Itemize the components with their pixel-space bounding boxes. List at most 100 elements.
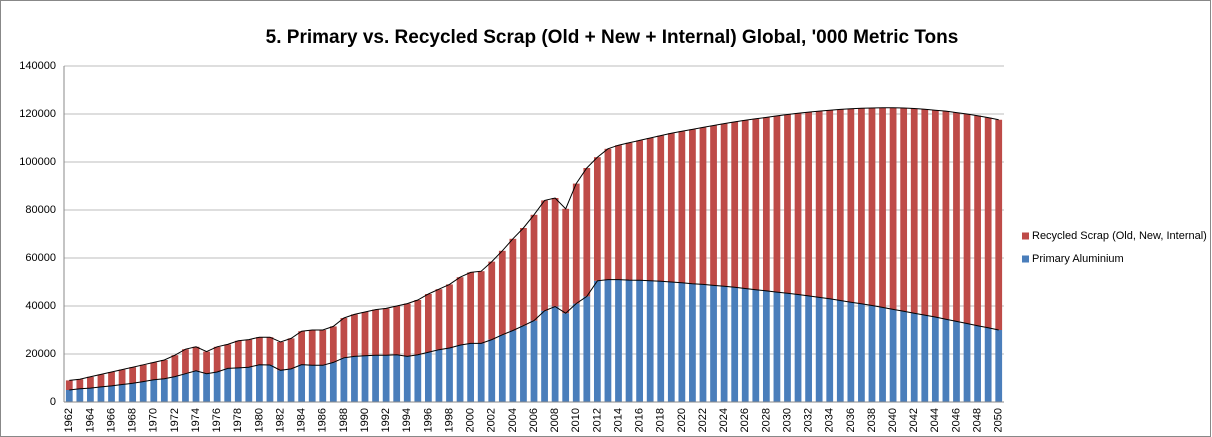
bar-segment (446, 348, 453, 402)
x-tick-label: 2042 (908, 408, 920, 432)
bar-segment (446, 284, 453, 348)
bar-segment (520, 228, 527, 326)
bar-segment (382, 308, 390, 356)
bar-segment (498, 250, 506, 335)
bar-segment (118, 369, 126, 385)
bar-segment (382, 355, 390, 402)
bar-segment (784, 293, 791, 402)
x-tick-label: 1988 (338, 408, 350, 432)
bar-segment (520, 325, 527, 402)
bar-segment (530, 214, 538, 321)
bar-segment (403, 356, 411, 402)
bar-segment (741, 288, 749, 402)
bar-segment (76, 388, 84, 402)
bar-segment (160, 378, 168, 402)
bar-segment (741, 120, 749, 289)
bar-segment (963, 114, 971, 324)
bar-segment (974, 115, 981, 326)
series-line (69, 279, 999, 391)
bar-segment (287, 368, 295, 402)
bar-segment (245, 367, 253, 402)
x-tick-label: 2030 (781, 408, 793, 432)
bar-segment (720, 286, 728, 402)
bar-segment (256, 337, 263, 365)
bar-segment (414, 300, 422, 355)
bar-segment (308, 330, 316, 366)
bar-segment (731, 121, 739, 288)
bar-segment (182, 349, 189, 374)
bar-segment (910, 313, 918, 402)
bar-segment (509, 330, 517, 402)
x-tick-label: 2022 (697, 408, 709, 432)
bar-segment (868, 305, 876, 402)
bar-segment (572, 183, 580, 304)
bar-segment (319, 365, 327, 402)
y-tick-label: 40000 (25, 300, 56, 312)
bar-segment (646, 280, 654, 402)
bar-segment (139, 381, 147, 402)
bar-segment (393, 306, 401, 355)
bar-segment (234, 367, 242, 402)
bar-segment (87, 376, 94, 389)
bar-segment (488, 261, 496, 340)
bar-segment (403, 303, 411, 357)
bar-segment (372, 309, 379, 356)
bar-segment (298, 331, 306, 365)
bar-segment (720, 123, 728, 287)
bar-segment (572, 303, 580, 402)
bar-segment (266, 365, 274, 402)
x-tick-label: 1994 (401, 408, 413, 432)
x-tick-label: 2006 (528, 408, 540, 432)
x-tick-label: 1982 (274, 408, 286, 432)
bar-segment (498, 334, 506, 402)
bar-segment (425, 294, 432, 353)
bar-segment (900, 311, 908, 402)
bar-segment (340, 357, 348, 402)
x-tick-label: 2024 (718, 408, 730, 432)
x-tick-label: 2034 (824, 408, 836, 432)
bar-segment (192, 346, 200, 371)
x-tick-label: 1966 (105, 408, 117, 432)
bar-segment (762, 290, 770, 402)
bar-segment (456, 345, 464, 402)
bar-segment (678, 282, 686, 402)
bar-segment (329, 362, 337, 402)
bar-segment (203, 373, 210, 402)
bar-segment (815, 111, 823, 298)
bar-segment (678, 131, 686, 283)
bar-segment (361, 355, 369, 402)
bar-segment (794, 113, 802, 295)
bar-segment (224, 368, 232, 402)
bar-segment (435, 289, 443, 350)
bar-segment (245, 339, 253, 368)
bar-segment (308, 365, 316, 402)
bar-segment (287, 338, 295, 369)
bar-segment (509, 238, 517, 331)
bar-segment (160, 360, 168, 379)
series-line (69, 107, 999, 381)
x-tick-label: 2014 (612, 408, 624, 432)
bar-segment (414, 354, 422, 402)
bar-segment (234, 340, 242, 368)
bar-segment (710, 285, 717, 402)
bar-segment (65, 380, 73, 390)
legend-swatch (1022, 232, 1029, 240)
bar-segment (752, 118, 760, 290)
y-tick-label: 100000 (19, 156, 56, 168)
bar-segment (467, 272, 475, 344)
bar-segment (625, 142, 633, 281)
bar-segment (604, 279, 612, 402)
bar-segment (868, 108, 876, 306)
bar-segment (910, 108, 918, 314)
bar-segment (277, 342, 284, 371)
legend-swatch (1022, 255, 1029, 263)
bar-segment (541, 200, 548, 311)
bar-segment (615, 145, 622, 280)
bar-segment (171, 355, 179, 377)
bar-segment (921, 315, 929, 402)
bar-segment (984, 327, 992, 402)
bar-segment (108, 385, 115, 402)
bar-segment (942, 111, 950, 320)
bar-segment (794, 294, 802, 402)
bar-segment (710, 125, 717, 286)
